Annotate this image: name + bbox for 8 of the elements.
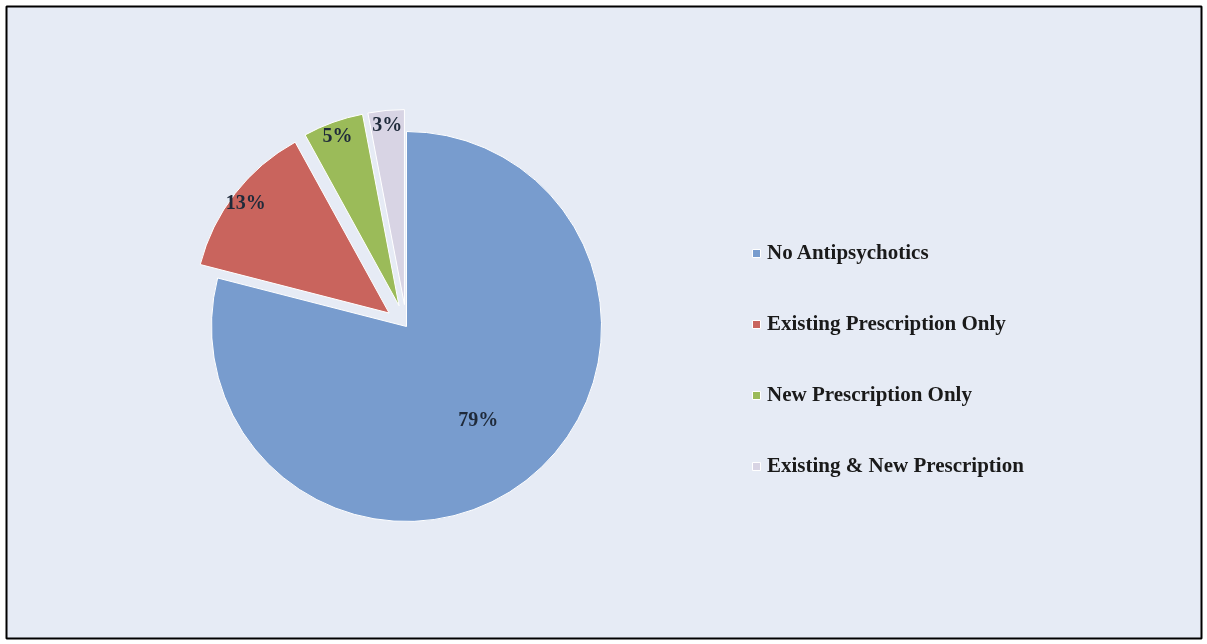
legend-label: New Prescription Only [767,382,972,407]
legend-label: No Antipsychotics [767,240,929,265]
data-label: 13% [225,190,266,213]
legend-label: Existing Prescription Only [767,311,1006,336]
legend-label: Existing & New Prescription [767,453,1024,478]
data-label: 3% [372,113,403,136]
data-label: 79% [458,407,499,430]
data-label: 5% [322,124,353,147]
